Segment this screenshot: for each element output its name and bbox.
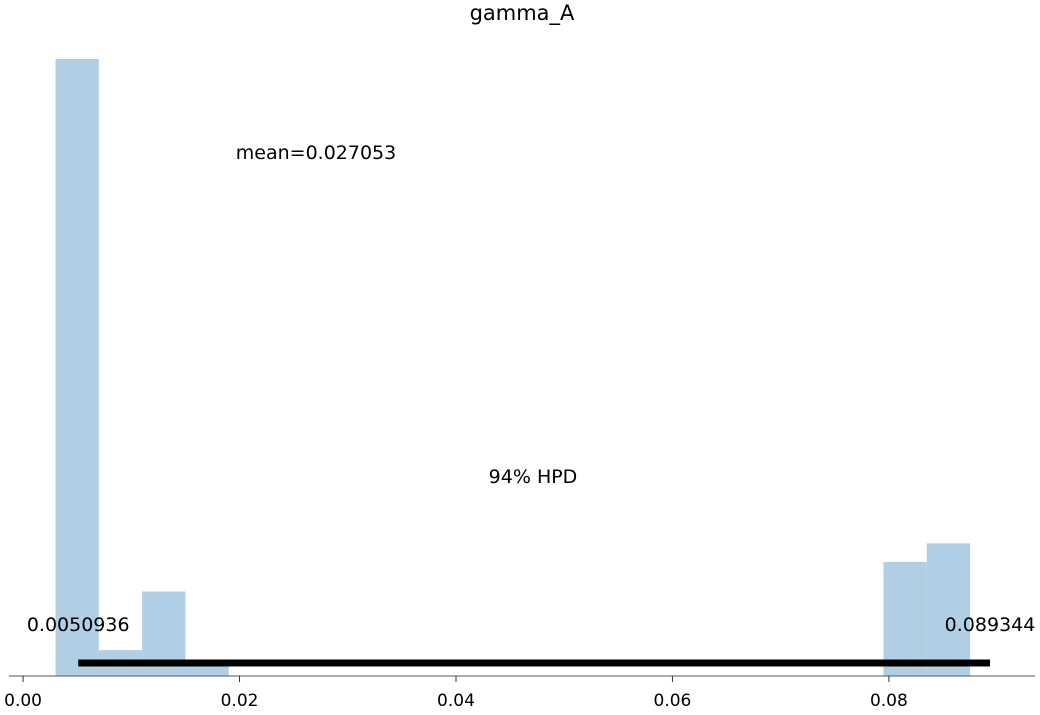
histogram-bar-0 bbox=[55, 59, 99, 676]
histogram-bar-4 bbox=[883, 561, 927, 676]
bars-group bbox=[55, 59, 971, 676]
histogram-bar-5 bbox=[926, 543, 971, 676]
x-tick-label-0: 0.00 bbox=[4, 691, 42, 711]
hpd-annotation: 94% HPD bbox=[489, 466, 578, 488]
mean-annotation: mean=0.027053 bbox=[236, 142, 396, 164]
hpd-high-label: 0.089344 bbox=[945, 614, 1036, 636]
x-axis-ticks: 0.00 0.02 0.04 0.06 0.08 bbox=[4, 676, 908, 711]
x-tick-label-2: 0.04 bbox=[437, 691, 475, 711]
chart-title: gamma_A bbox=[470, 1, 575, 26]
x-tick-label-1: 0.02 bbox=[221, 691, 259, 711]
x-tick-label-3: 0.06 bbox=[654, 691, 692, 711]
hpd-low-label: 0.0050936 bbox=[27, 614, 130, 636]
x-tick-label-4: 0.08 bbox=[870, 691, 908, 711]
